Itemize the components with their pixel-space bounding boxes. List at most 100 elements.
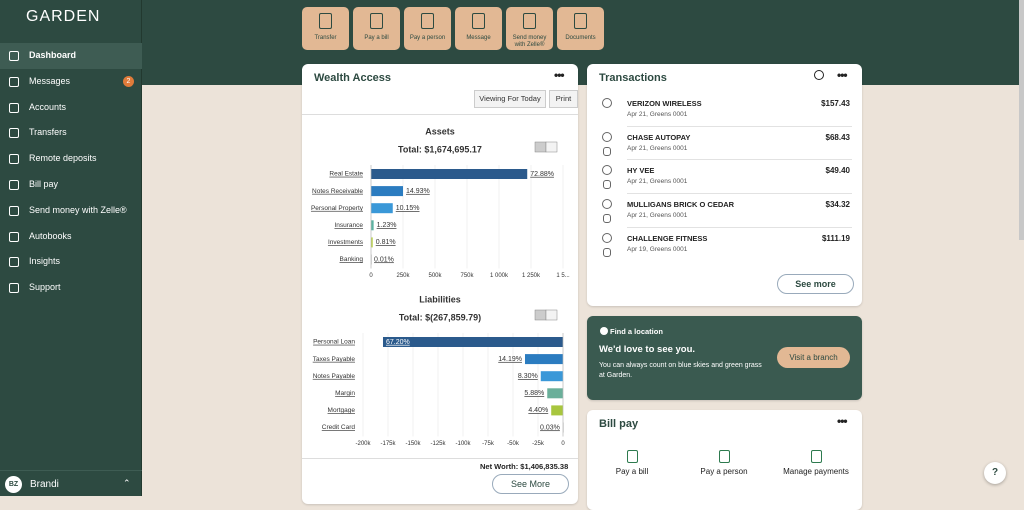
nav-item[interactable]: Autobooks: [0, 224, 142, 250]
nav-item[interactable]: Transfers: [0, 120, 142, 146]
help-button[interactable]: ?: [984, 462, 1006, 484]
date: Apr 21, Greens 0001: [627, 212, 688, 220]
dollar-icon: [602, 199, 612, 210]
action-tile[interactable]: Pay a bill: [353, 7, 400, 50]
bag-icon: [603, 247, 611, 257]
x-tick-label: -150k: [405, 441, 421, 447]
nav-label: Dashboard: [29, 50, 77, 60]
location-card: Find a location We'd love to see you. Yo…: [587, 316, 862, 400]
action-tile[interactable]: Documents: [557, 7, 604, 50]
menu[interactable]: •••: [837, 414, 848, 428]
bar: [371, 186, 404, 197]
category-label: Notes Payable: [313, 373, 356, 380]
value-label: 0.03%: [540, 424, 560, 431]
x-tick-label: 250k: [396, 273, 410, 279]
user-bar[interactable]: BZ Brandi ⌃: [0, 470, 142, 496]
location-text: You can always count on blue skies and g…: [599, 362, 762, 379]
search-icon[interactable]: [814, 70, 824, 80]
nav-label: Send money with Zelle®: [29, 204, 127, 215]
transaction-row[interactable]: CHASE AUTOPAY Apr 21, Greens 0001 $68.43: [587, 125, 862, 162]
value-label: 67.20%: [386, 339, 410, 346]
amount: $49.40: [825, 166, 850, 176]
chart-subtitle: Total: $1,674,695.17: [398, 144, 482, 154]
x-tick-label: -75k: [482, 441, 495, 447]
transaction-row[interactable]: HY VEE Apr 21, Greens 0001 $49.40: [587, 159, 862, 195]
category-label: Banking: [340, 256, 364, 263]
action-tile[interactable]: Send money with Zelle®: [506, 7, 553, 50]
action-tile[interactable]: Message: [455, 7, 502, 50]
chart-subtitle: Total: $(267,859.79): [399, 312, 481, 322]
bill-pay-action[interactable]: Pay a person: [679, 450, 769, 480]
button[interactable]: Print: [549, 90, 578, 108]
nav-item[interactable]: Dashboard: [0, 43, 142, 69]
value-label: 4.40%: [528, 407, 548, 414]
nav-item[interactable]: Accounts: [0, 95, 142, 121]
toggle-bar: [534, 141, 547, 153]
icon: [627, 450, 638, 463]
nav-label: Autobooks: [29, 230, 72, 241]
nav-item[interactable]: Bill pay: [0, 172, 142, 198]
nav-item[interactable]: Remote deposits: [0, 146, 142, 172]
nav-item[interactable]: Send money with Zelle®: [0, 198, 142, 224]
button[interactable]: Viewing For Today: [474, 90, 546, 108]
action-label: Transfer: [314, 35, 337, 41]
merchant: VERIZON WIRELESS: [627, 99, 702, 108]
date: Apr 21, Greens 0001: [627, 144, 688, 152]
category-label: Real Estate: [329, 171, 363, 178]
menu[interactable]: •••: [837, 68, 848, 82]
bar: [547, 388, 563, 399]
nav-item[interactable]: Messages: [0, 69, 142, 95]
value-label: 14.19%: [498, 356, 522, 363]
category-label: Margin: [335, 390, 355, 397]
category-label: Taxes Payable: [313, 356, 356, 363]
bill-pay-action[interactable]: Pay a bill: [587, 450, 677, 480]
x-tick-label: 1 250k: [522, 273, 541, 279]
pin-icon: [600, 327, 608, 335]
value-label: 0.81%: [376, 239, 396, 246]
action-icon: [523, 13, 536, 29]
category-label: Notes Receivable: [312, 188, 363, 195]
dollar-icon: [602, 232, 612, 243]
x-tick-label: 750k: [460, 273, 474, 279]
bill-pay-action[interactable]: Manage payments: [771, 450, 861, 480]
transaction-row[interactable]: CHALLENGE FITNESS Apr 19, Greens 0001 $111…: [587, 226, 862, 263]
nav-label: Transfers: [29, 127, 67, 138]
bag-icon: [603, 146, 611, 156]
x-tick-label: -100k: [455, 441, 471, 447]
amount: $34.32: [825, 200, 850, 210]
location-label: Find a location: [610, 327, 663, 336]
bag-icon: [603, 214, 611, 224]
nav-label: Support: [29, 282, 61, 293]
user-name: Brandi: [30, 479, 59, 490]
value-label: 10.15%: [396, 205, 420, 212]
nav-icon: [9, 231, 19, 242]
dollar-icon: [602, 165, 612, 176]
category-label: Mortgage: [328, 407, 356, 414]
visit-branch-button[interactable]: Visit a branch: [777, 347, 850, 368]
category-label: Credit Card: [322, 424, 356, 431]
bag-icon: [603, 180, 611, 190]
transaction-row[interactable]: MULLIGANS BRICK O CEDAR Apr 21, Greens 00…: [587, 193, 862, 229]
see-more-button[interactable]: See more: [777, 274, 854, 294]
divider: [302, 458, 578, 459]
toggle-pie: [545, 141, 558, 153]
nav-item[interactable]: Support: [0, 275, 142, 301]
transaction-row[interactable]: VERIZON WIRELESS Apr 21, Greens 0001 $157.…: [587, 94, 862, 128]
action-tile[interactable]: Transfer: [302, 7, 349, 50]
nav-icon: [9, 51, 19, 61]
category-label: Insurance: [334, 222, 363, 229]
nav-item[interactable]: Insights: [0, 249, 142, 275]
merchant: CHALLENGE FITNESS: [627, 233, 708, 243]
nav-label: Remote deposits: [29, 153, 97, 164]
divider: [627, 226, 852, 228]
see-more-button[interactable]: See More: [492, 474, 569, 494]
nav-icon: [9, 76, 19, 87]
x-tick-label: -200k: [355, 441, 371, 447]
wealth-charts: Assets Total: $1,674,695.17 0 250k 500k 750k 1…: [311, 126, 570, 447]
card-title: Transactions: [599, 72, 667, 84]
x-tick-label: 0: [369, 273, 373, 279]
menu[interactable]: •••: [554, 68, 565, 82]
net-worth: Net Worth: $1,406,835.38: [480, 462, 569, 471]
action-tile[interactable]: Pay a person: [404, 7, 451, 50]
